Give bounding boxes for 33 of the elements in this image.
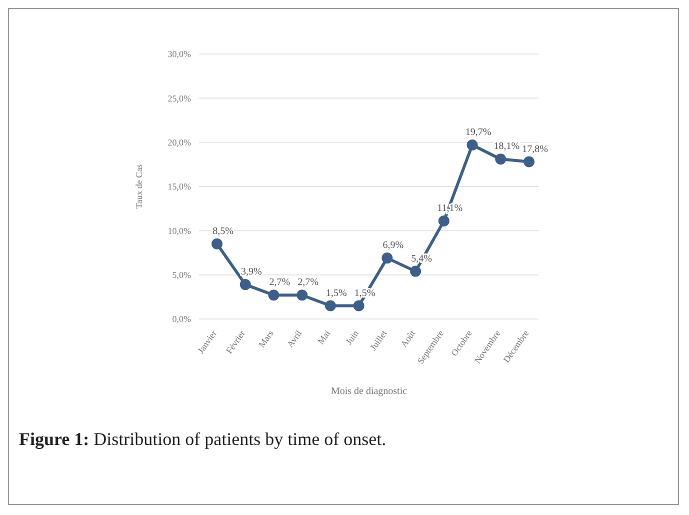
data-label: 2,7% (269, 277, 290, 288)
data-label: 18,1% (494, 141, 520, 152)
y-tick-label: 30,0% (168, 49, 192, 60)
y-tick-label: 10,0% (168, 226, 192, 236)
x-tick-label: Mai (316, 328, 332, 346)
y-tick-label: 25,0% (168, 93, 192, 104)
y-tick-label: 20,0% (168, 138, 192, 148)
point (410, 266, 422, 277)
point (324, 300, 336, 312)
y-tick-label: 0,0% (172, 314, 192, 324)
data-label: 2,7% (298, 277, 319, 288)
point (268, 290, 280, 301)
y-tick-label: 15,0% (168, 182, 192, 192)
x-tick-label: Juin (344, 328, 361, 346)
point (438, 215, 450, 226)
point (382, 252, 393, 264)
point (353, 300, 364, 312)
data-label: 17,8% (522, 144, 548, 155)
data-label: 19,7% (465, 126, 492, 138)
x-axis-title: Mois de diagnostic (330, 386, 408, 397)
point (495, 154, 506, 165)
y-axis-title: Taux de Cas (134, 164, 144, 209)
point (212, 238, 222, 250)
point (466, 139, 478, 150)
data-label: 8,5% (212, 226, 234, 237)
point (240, 279, 251, 290)
data-label: 1,5% (326, 288, 347, 299)
point (296, 290, 308, 301)
y-tick-label: 5,0% (172, 270, 192, 280)
data-label: 6,9% (382, 240, 404, 252)
point (524, 156, 534, 168)
data-label: 3,9% (240, 266, 262, 278)
caption: Figure 1: Distribution of patients by time of onset. (19, 429, 386, 449)
